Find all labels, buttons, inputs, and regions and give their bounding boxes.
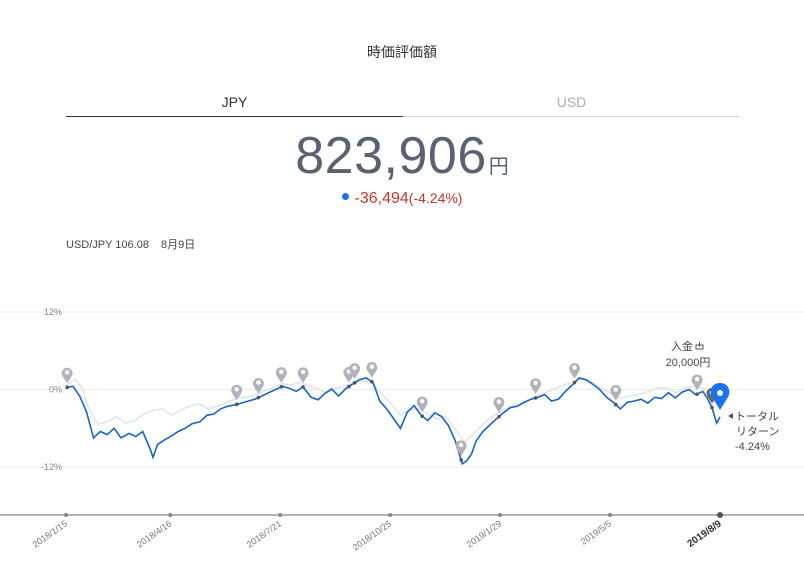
deposit-marker <box>610 384 622 407</box>
deposit-marker <box>455 440 467 462</box>
x-tick-label: 2019/1/29 <box>465 518 504 549</box>
x-tick-dot <box>278 513 283 517</box>
x-tick-dot <box>717 512 723 518</box>
deposit-marker <box>349 363 361 385</box>
tab-jpy[interactable]: JPY <box>221 94 248 110</box>
x-tick-dot <box>498 513 503 517</box>
tab-usd[interactable]: USD <box>556 94 587 110</box>
performance-chart[interactable]: 12% 0% -12% 入金 20,000円 トータル リターン -4.24% 20… <box>0 290 804 576</box>
benchmark-line <box>65 378 721 444</box>
x-tick-label: 2018/10/25 <box>351 518 394 552</box>
deposit-marker <box>366 361 378 384</box>
deposit-marker <box>297 367 309 389</box>
deposit-marker <box>569 362 581 385</box>
valuation-change: -36,494(-4.24%) <box>0 190 804 208</box>
valuation-unit: 円 <box>488 156 509 178</box>
deposit-amount: 20,000円 <box>666 357 711 369</box>
total-return-label-1: トータル <box>735 410 779 423</box>
current-pin-icon <box>710 383 730 410</box>
deposit-markers <box>61 361 718 462</box>
deposit-marker <box>275 367 287 389</box>
x-tick-dot <box>168 513 173 517</box>
fx-date: 8月9日 <box>160 239 196 251</box>
x-tick-label: 2018/4/16 <box>135 518 174 549</box>
fx-rate-info: USD/JPY 106.08 8月9日 <box>66 236 195 252</box>
deposit-marker <box>691 374 703 396</box>
deposit-marker <box>231 384 243 407</box>
valuation-number: 823,906 <box>295 127 487 185</box>
x-tick-dot <box>388 513 393 517</box>
total-return-label-2: リターン <box>736 425 779 438</box>
x-tick-label: 2018/1/15 <box>31 518 70 549</box>
page-title: 時価評価額 <box>367 44 437 60</box>
change-dot-icon <box>341 193 349 201</box>
current-pin <box>710 383 730 410</box>
valuation-amount: 823,906 円 <box>0 126 804 186</box>
total-return-value: -4.24% <box>735 441 770 453</box>
current-pin-dot <box>717 390 723 396</box>
pointer-icon <box>728 413 733 419</box>
active-tab-indicator <box>66 116 403 117</box>
fx-rate: USD/JPY 106.08 <box>66 239 149 251</box>
x-axis-ticks: 2018/1/15 2018/4/16 2018/7/21 2018/10/25 201… <box>31 512 724 552</box>
change-percent: (-4.24%) <box>408 190 463 206</box>
y-tick-label: 0% <box>49 385 62 395</box>
y-axis-labels: 12% 0% -12% <box>41 307 62 472</box>
total-return-annotation: トータル リターン -4.24% <box>728 410 779 453</box>
return-line <box>65 377 721 466</box>
deposit-icon <box>695 342 704 350</box>
currency-tabs: JPY USD <box>66 92 740 117</box>
change-amount: -36,494 <box>354 190 409 207</box>
y-tick-label: 12% <box>44 307 62 317</box>
deposit-marker <box>252 377 264 400</box>
deposit-annotation: 入金 20,000円 <box>666 339 711 369</box>
deposit-marker <box>493 396 505 419</box>
deposit-marker <box>61 367 73 390</box>
x-tick-label: 2019/5/5 <box>579 518 613 546</box>
x-tick-label: 2019/8/9 <box>686 518 725 550</box>
deposit-marker <box>416 396 428 418</box>
x-tick-dot <box>64 513 68 517</box>
x-tick-dot <box>608 513 613 517</box>
deposit-label: 入金 <box>671 339 693 353</box>
x-tick-label: 2018/7/21 <box>245 518 284 549</box>
y-tick-label: -12% <box>41 462 62 472</box>
deposit-marker <box>530 378 542 400</box>
